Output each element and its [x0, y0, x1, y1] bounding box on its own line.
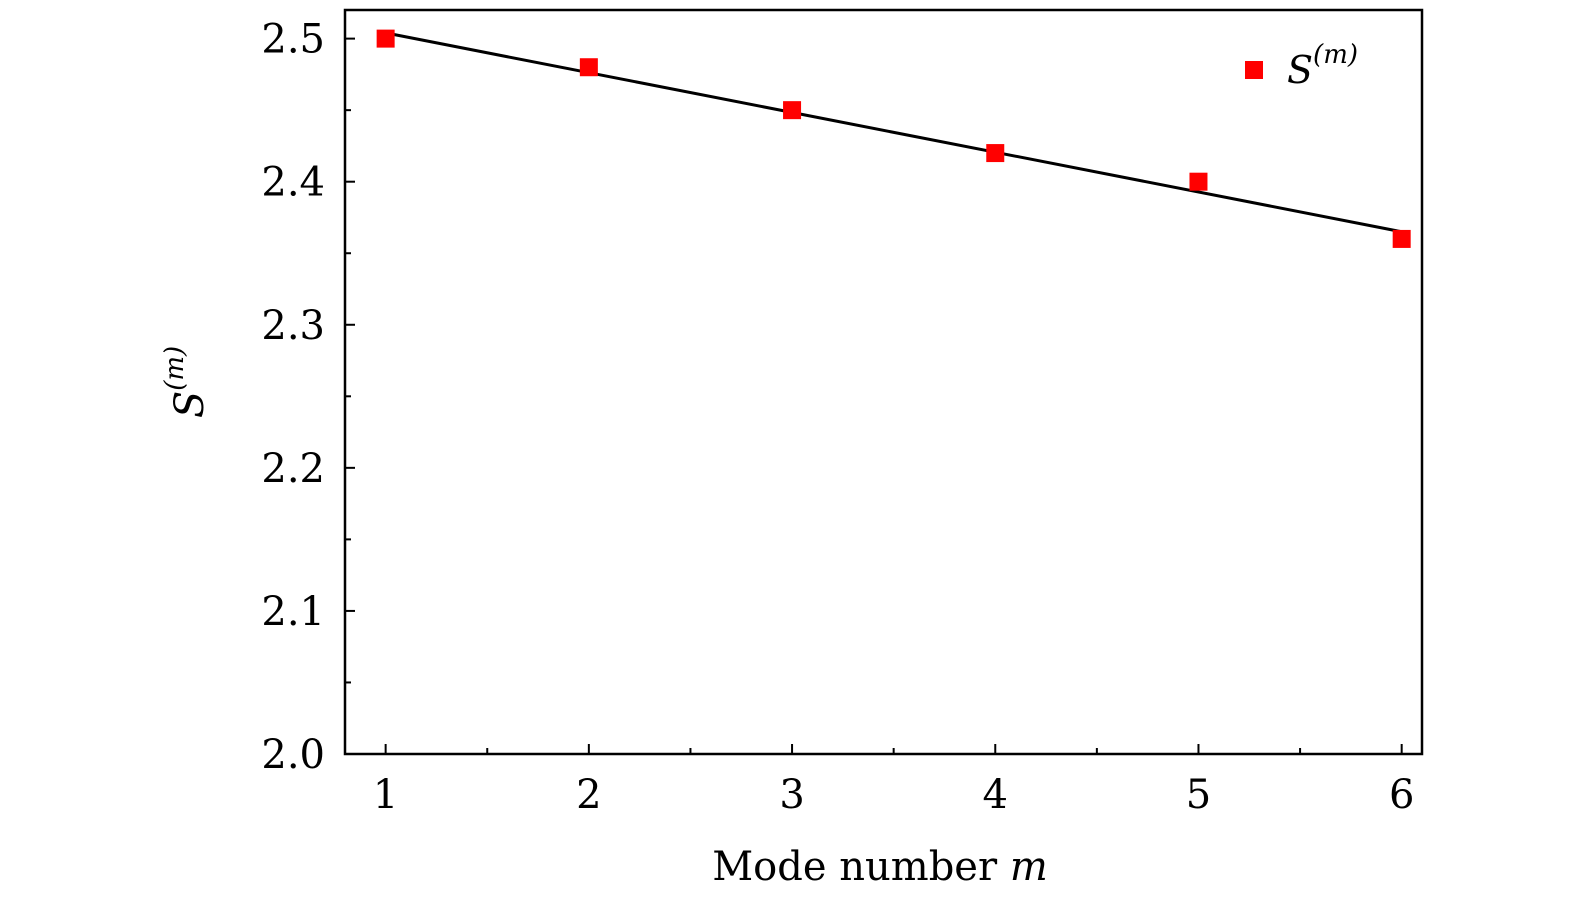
x-axis-ticks: 1 2 3 4 5 6: [373, 744, 1414, 818]
fit-line: [385, 31, 1402, 234]
legend-label: S(m): [1287, 40, 1358, 92]
x-axis-label: Mode number m: [712, 844, 1048, 890]
y-tick-label: 2.2: [261, 446, 325, 492]
legend: S(m): [1245, 40, 1358, 92]
x-tick-label: 1: [373, 772, 398, 818]
data-point: [1189, 172, 1208, 191]
legend-marker: [1245, 61, 1263, 79]
x-tick-label: 2: [576, 772, 601, 818]
x-tick-label: 5: [1186, 772, 1211, 818]
data-points: [376, 29, 1411, 248]
fit-line-group: [385, 31, 1402, 234]
y-tick-label: 2.5: [261, 17, 325, 63]
y-tick-label: 2.1: [261, 589, 325, 635]
data-point: [376, 29, 395, 48]
data-point: [579, 58, 598, 77]
x-tick-label: 4: [983, 772, 1008, 818]
data-point: [986, 144, 1005, 163]
data-point: [1392, 229, 1411, 248]
y-axis-ticks: 2.0 2.1 2.2 2.3 2.4 2.5: [261, 17, 355, 778]
y-tick-label: 2.3: [261, 303, 325, 349]
x-tick-label: 3: [779, 772, 804, 818]
y-tick-label: 2.0: [261, 732, 325, 778]
y-axis-label: S(m): [160, 346, 213, 418]
plot-frame: [343, 8, 1424, 756]
y-tick-label: 2.4: [261, 160, 325, 206]
x-tick-label: 6: [1389, 772, 1414, 818]
data-point: [783, 101, 802, 120]
